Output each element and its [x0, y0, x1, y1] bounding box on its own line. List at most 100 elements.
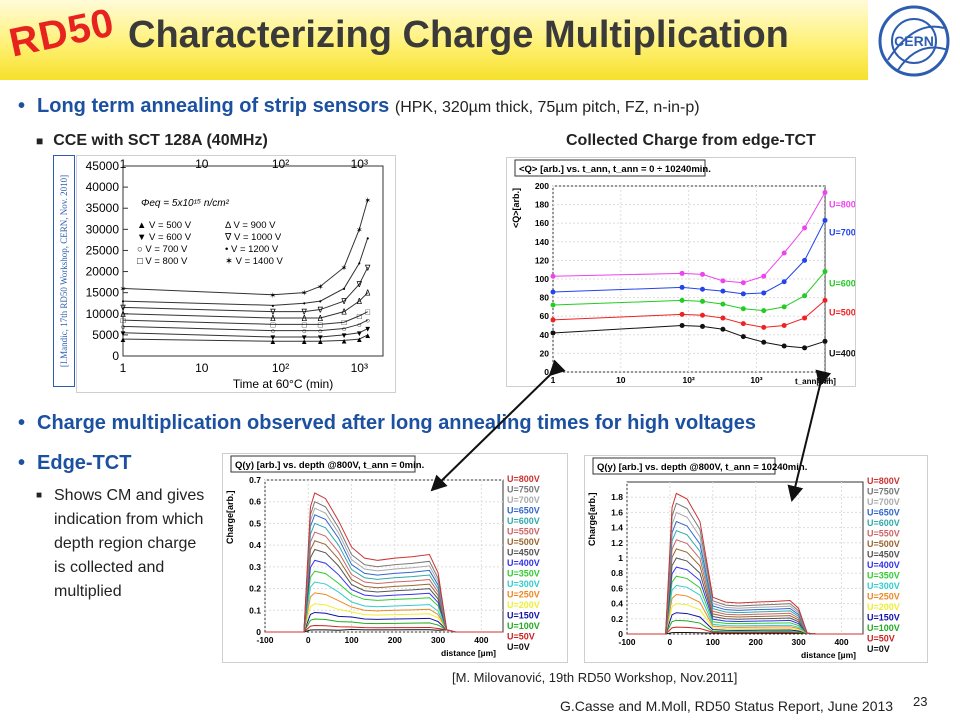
legend-entry: U=350V — [867, 571, 900, 581]
data-point: Δ — [365, 289, 371, 298]
data-point — [781, 250, 787, 256]
data-point: ▲ — [269, 337, 277, 346]
sub-cce: ■ CCE with SCT 128A (40MHz) — [36, 132, 268, 149]
x-tick-label: 0 — [306, 635, 311, 645]
legend-entry: U=350V — [507, 569, 540, 579]
data-point: ▼ — [300, 333, 308, 342]
series-line — [627, 492, 863, 635]
data-point — [679, 297, 685, 303]
data-point: □ — [121, 316, 126, 325]
data-point — [761, 339, 767, 345]
legend-entry: U=550V — [507, 527, 540, 537]
title-bar — [0, 0, 960, 80]
x-tick-label: 200 — [749, 637, 763, 647]
data-point: ▲ — [119, 335, 127, 344]
data-point: ▲ — [300, 337, 308, 346]
data-point: • — [358, 259, 361, 268]
x-axis-label: distance [µm] — [441, 648, 496, 658]
x-tick-label: 100 — [706, 637, 720, 647]
series-line — [122, 311, 368, 325]
x-tick-label: -100 — [618, 637, 635, 647]
data-point: ▼ — [119, 329, 127, 338]
data-point: Δ — [270, 314, 276, 323]
data-point: ∇ — [317, 306, 324, 315]
top-tick-label: 1 — [120, 157, 127, 171]
y-tick-label: 0 — [618, 629, 623, 639]
y-tick-label: 40 — [540, 330, 550, 340]
data-point — [740, 291, 746, 297]
data-point — [679, 270, 685, 276]
data-point: • — [122, 297, 125, 306]
y-tick-label: 0.6 — [611, 583, 623, 593]
y-tick-label: 0.2 — [249, 584, 261, 594]
data-point — [761, 290, 767, 296]
y-tick-label: 120 — [535, 255, 549, 265]
legend-entry: U=400V — [867, 560, 900, 570]
y-tick-label: 30000 — [86, 222, 120, 236]
sub-bullet-marker: ■ — [36, 490, 43, 501]
data-point — [761, 324, 767, 330]
legend-entry: U=450V — [867, 550, 900, 560]
data-point: □ — [357, 312, 362, 321]
y-tick-label: 15000 — [86, 286, 120, 300]
series-line — [122, 319, 368, 332]
y-axis-label: Charge[arb.] — [225, 490, 235, 544]
x-axis-label: distance [µm] — [801, 650, 856, 660]
fluence-annotation: Φeq = 5x10¹⁵ n/cm² — [141, 198, 230, 209]
chart-title: <Q> [arb.] vs. t_ann, t_ann = 0 ÷ 10240m… — [519, 164, 711, 175]
data-point — [802, 345, 808, 351]
legend-entry: ○ V = 700 V — [137, 244, 188, 255]
data-point — [550, 317, 556, 323]
data-point: ▲ — [340, 336, 348, 345]
data-point: ▼ — [364, 325, 372, 334]
y-tick-label: 20 — [540, 348, 550, 358]
y-tick-label: 0.4 — [611, 599, 623, 609]
data-point: □ — [342, 318, 347, 327]
data-point — [802, 225, 808, 231]
data-point: ▼ — [269, 333, 277, 342]
data-point — [740, 334, 746, 340]
data-point — [822, 338, 828, 344]
data-point — [699, 323, 705, 329]
x-tick-label: 300 — [792, 637, 806, 647]
data-point: ✶ — [364, 196, 371, 205]
y-tick-label: 0 — [256, 627, 261, 637]
bullet-dot: • — [18, 95, 26, 117]
page-number: 23 — [913, 694, 928, 709]
x-tick-label: 10² — [683, 375, 695, 385]
data-point — [781, 279, 787, 285]
y-tick-label: 0.7 — [249, 475, 261, 485]
data-point — [699, 312, 705, 318]
sub-edge-tct-label: Collected Charge from edge-TCT — [566, 132, 816, 149]
data-point — [802, 293, 808, 299]
x-tick-label: 100 — [344, 635, 358, 645]
data-point: □ — [270, 320, 275, 329]
y-tick-label: 35000 — [86, 201, 120, 215]
y-tick-label: 1.2 — [611, 538, 623, 548]
x-tick-label: 200 — [388, 635, 402, 645]
data-point — [781, 304, 787, 310]
data-point: • — [271, 301, 274, 310]
legend-entry: U=100V — [867, 623, 900, 633]
legend-entry: □ V = 800 V — [137, 256, 188, 267]
data-point: ▼ — [340, 331, 348, 340]
data-point — [761, 308, 767, 314]
data-point — [550, 302, 556, 308]
x-tick-label: 10 — [195, 361, 209, 375]
data-point: • — [319, 297, 322, 306]
data-point — [720, 315, 726, 321]
data-point: ▲ — [355, 335, 363, 344]
legend-entry: U=600V — [867, 518, 900, 528]
x-tick-label: -100 — [256, 635, 273, 645]
y-tick-label: 0.3 — [249, 562, 261, 572]
data-point: ○ — [357, 320, 362, 329]
y-tick-label: 160 — [535, 218, 549, 228]
data-point: ✶ — [270, 291, 277, 300]
data-point: ∇ — [301, 308, 308, 317]
legend-entry: U=300V — [867, 581, 900, 591]
legend-entry: U=250V — [507, 590, 540, 600]
y-tick-label: 140 — [535, 237, 549, 247]
legend-entry: U=200V — [867, 602, 900, 612]
series-line — [122, 328, 368, 338]
legend-entry: U=600V — [507, 516, 540, 526]
